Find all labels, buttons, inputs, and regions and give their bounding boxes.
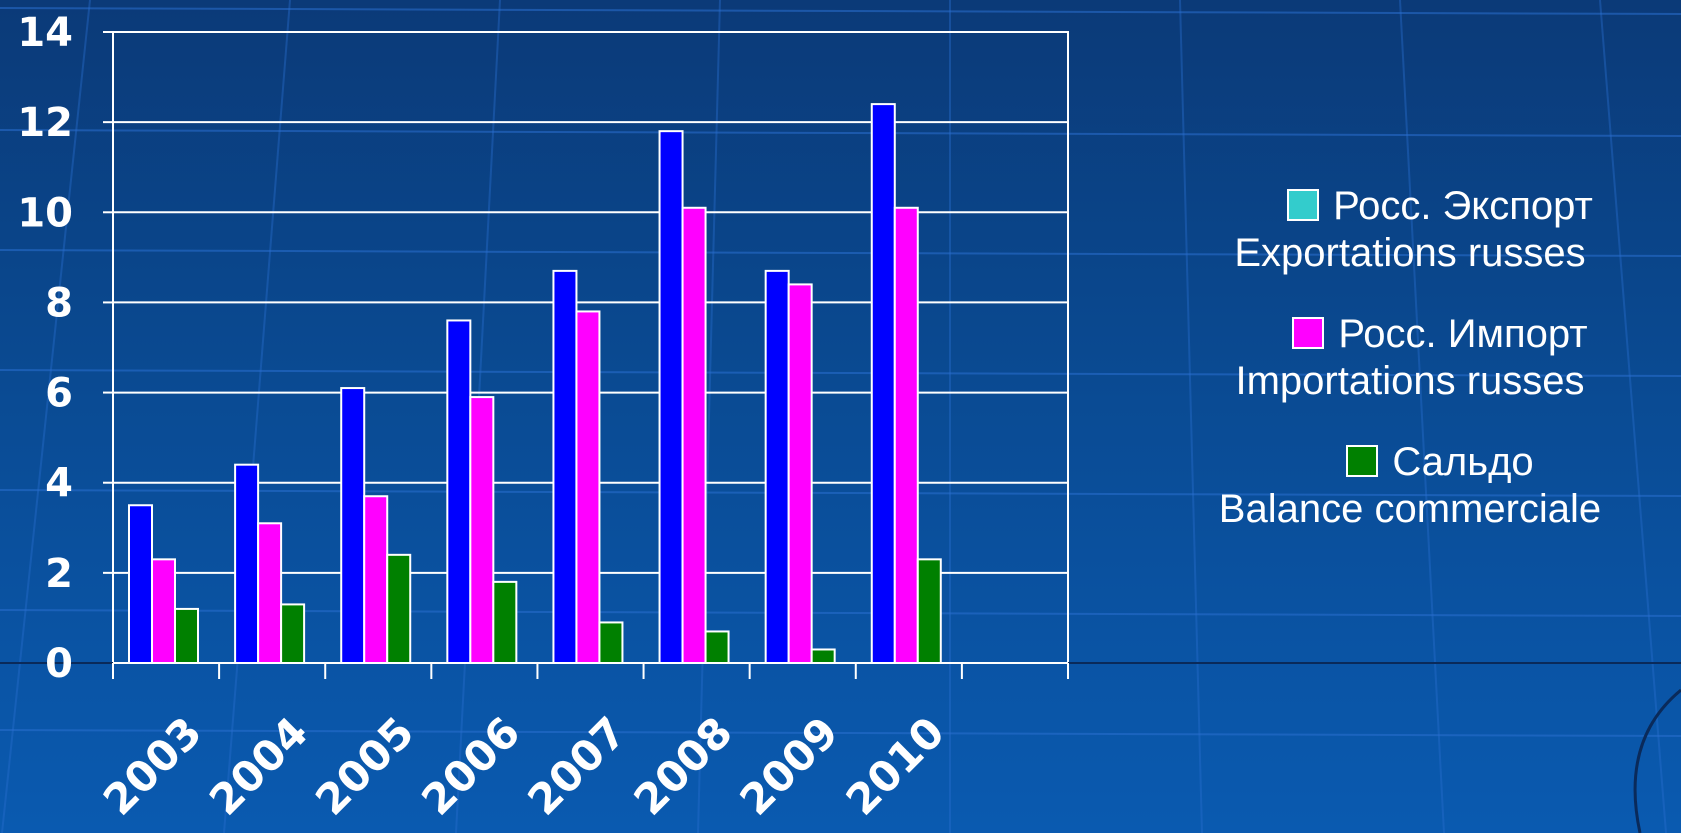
bar-1-2004	[257, 522, 283, 664]
y-tick-label: 6	[45, 371, 73, 417]
y-tick-label: 8	[45, 280, 73, 326]
legend-label-export-fr: Exportations russes	[1234, 231, 1586, 275]
legend-label-import-fr: Importations russes	[1235, 359, 1585, 403]
y-tick-label: 4	[45, 461, 73, 507]
bg-vertical-line	[223, 0, 291, 833]
bar-1-2010	[893, 206, 919, 664]
legend-label-balance-fr: Balance commerciale	[1218, 487, 1602, 531]
bar-1-2003	[151, 558, 176, 664]
legend-swatch-export	[1287, 189, 1320, 222]
legend-swatch-import	[1292, 317, 1325, 350]
axes	[0, 31, 1681, 679]
bar-2-2010	[916, 558, 942, 664]
bar-2-2004	[280, 603, 306, 665]
bg-horizontal-line	[0, 369, 1681, 377]
bar-0-2008	[658, 130, 684, 664]
bar-2-2006	[492, 580, 518, 664]
bar-2-2003	[174, 607, 199, 665]
bar-0-2003	[128, 504, 153, 664]
x-tick-label: 2010	[837, 707, 954, 824]
bar-1-2008	[681, 206, 707, 664]
bar-2-2008	[704, 630, 730, 665]
bg-vertical-line	[1599, 0, 1667, 833]
bg-vertical-line	[1179, 0, 1203, 833]
y-tick-label: 2	[45, 551, 73, 597]
legend: Росс. Экспорт Exportations russes Росс. …	[1200, 182, 1680, 566]
bar-0-2007	[552, 269, 578, 664]
bars	[128, 103, 942, 665]
bg-vertical-line	[697, 0, 721, 833]
x-tick-label: 2006	[412, 707, 529, 824]
bar-0-2009	[764, 269, 790, 664]
bar-1-2007	[575, 310, 601, 664]
x-tick-label: 2004	[200, 707, 317, 824]
x-tick-label: 2007	[518, 707, 635, 824]
y-tick-labels: 0 2 4 6 8 10 12 14	[17, 10, 73, 687]
bg-horizontal-line	[0, 729, 1681, 737]
bar-1-2005	[363, 495, 389, 664]
bar-0-2005	[340, 387, 366, 664]
x-tick-label: 2008	[624, 707, 741, 824]
bg-curve	[1633, 688, 1681, 833]
bg-vertical-line	[1, 0, 91, 833]
y-tick-label: 0	[45, 641, 73, 687]
x-tick-label: 2005	[306, 707, 423, 824]
bg-horizontal-line	[0, 489, 1681, 497]
bar-0-2006	[446, 319, 472, 664]
legend-label-import-ru: Росс. Импорт	[1338, 312, 1588, 356]
bg-horizontal-line	[0, 129, 1681, 137]
bar-2-2005	[386, 553, 412, 664]
bg-horizontal-line	[0, 249, 1681, 257]
y-tick-label: 10	[17, 190, 73, 236]
legend-label-balance-ru: Сальдо	[1392, 440, 1534, 484]
legend-item-balance: Сальдо Balance commerciale	[1200, 438, 1680, 532]
legend-item-import: Росс. Импорт Importations russes	[1200, 310, 1680, 404]
legend-swatch-balance	[1346, 445, 1379, 478]
bg-vertical-line	[1399, 0, 1445, 833]
bar-2-2009	[810, 648, 836, 665]
x-tick-label: 2009	[730, 707, 847, 824]
bar-1-2006	[469, 396, 495, 664]
legend-item-export: Росс. Экспорт Exportations russes	[1200, 182, 1680, 276]
legend-label-export-ru: Росс. Экспорт	[1333, 184, 1593, 228]
x-tick-label: 2003	[94, 707, 211, 824]
bar-0-2004	[234, 463, 260, 664]
bg-horizontal-line	[0, 7, 1681, 15]
bar-0-2010	[870, 103, 896, 665]
bar-1-2009	[787, 283, 813, 664]
y-tick-label: 12	[17, 100, 73, 146]
y-tick-label: 14	[17, 10, 73, 56]
bar-2-2007	[598, 621, 624, 665]
